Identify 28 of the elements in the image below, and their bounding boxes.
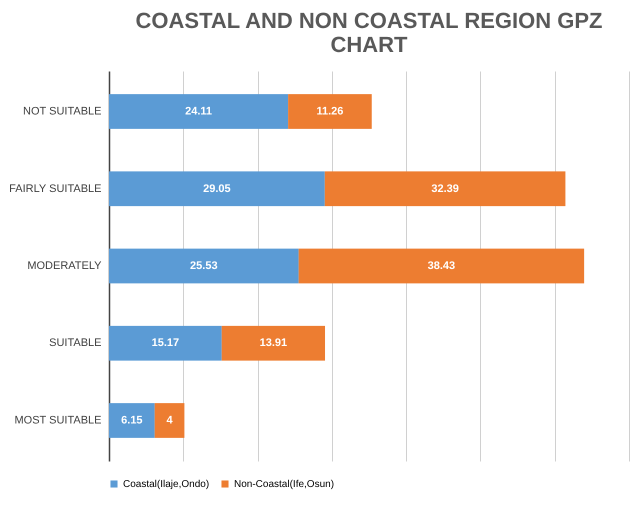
bar: [154, 403, 184, 438]
data-label: 24.11: [185, 106, 212, 118]
y-tick-label: SUITABLE: [49, 337, 102, 350]
y-tick-label: MODERATELY: [27, 260, 102, 272]
data-label: 11.26: [316, 106, 344, 118]
data-label: 25.53: [190, 260, 218, 272]
legend-label: Coastal(Ilaje,Ondo): [123, 479, 210, 490]
y-tick-label: NOT SUITABLE: [23, 106, 102, 118]
bar: [109, 171, 325, 206]
data-label: 29.05: [203, 182, 231, 195]
bar: [109, 94, 288, 129]
bar: [298, 248, 584, 284]
data-label: 13.91: [260, 337, 288, 350]
data-label: 6.15: [121, 414, 143, 426]
bar: [109, 326, 222, 361]
legend-label: Non-Coastal(Ife,Osun): [234, 479, 334, 490]
y-tick-label: MOST SUITABLE: [14, 414, 102, 426]
bar: [109, 403, 155, 438]
data-label: 15.17: [152, 337, 180, 350]
data-label: 32.39: [431, 182, 459, 195]
data-label: 4: [166, 414, 174, 426]
y-tick-label: FAIRLY SUITABLE: [9, 182, 102, 195]
bar: [222, 326, 326, 361]
bar: [288, 94, 372, 129]
bar: [109, 248, 299, 284]
data-label: 38.43: [428, 260, 456, 272]
chart-title: COASTAL AND NON COASTAL REGION GPZ CHART: [136, 8, 602, 57]
bar: [324, 171, 566, 206]
